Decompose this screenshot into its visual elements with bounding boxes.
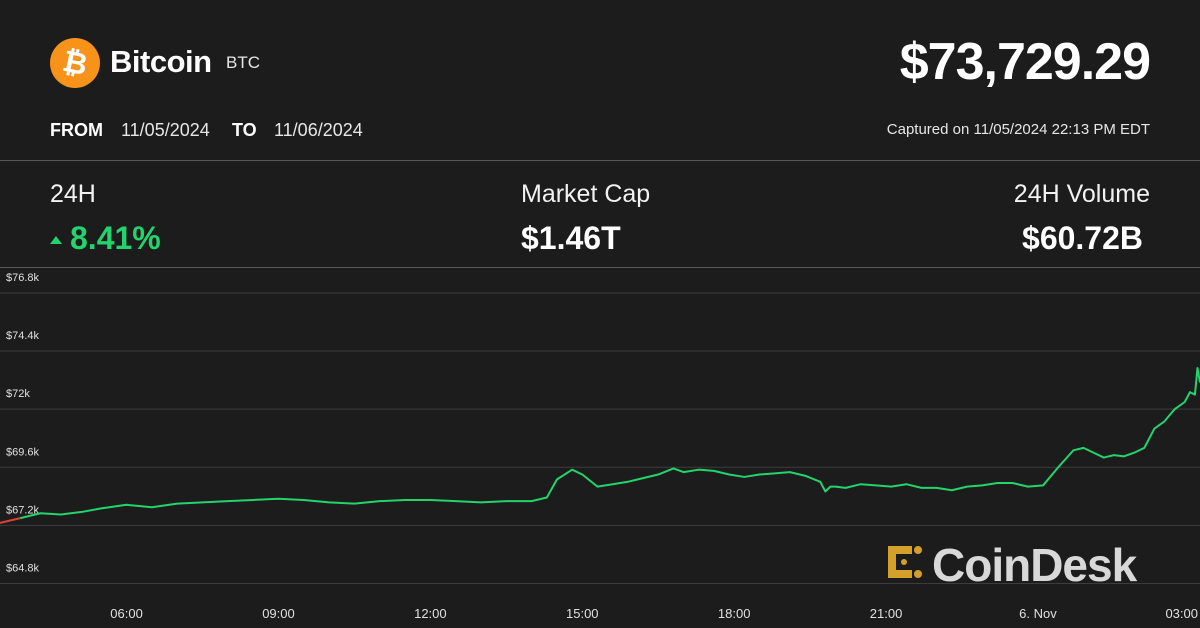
y-tick-label: $74.4k	[6, 330, 40, 342]
price-chart: $64.8k $67.2k $69.6k $72k $74.4k $76.8k 06:00…	[0, 272, 1200, 621]
to-date: 11/06/2024	[274, 120, 363, 140]
volume-label: 24H Volume	[1013, 180, 1150, 208]
to-label: TO	[232, 120, 257, 140]
bitcoin-logo-icon: ₿	[50, 38, 100, 88]
from-date: 11/05/2024	[121, 120, 210, 140]
y-tick-label: $76.8k	[6, 272, 40, 284]
x-tick-label: 18:00	[718, 606, 751, 621]
x-tick-label: 15:00	[566, 606, 599, 621]
change-value: 8.41%	[70, 220, 161, 256]
stats-divider	[0, 267, 1200, 268]
coin-symbol: BTC	[226, 53, 260, 72]
price-line	[20, 367, 1200, 520]
market-cap-value: $1.46T	[521, 220, 621, 256]
x-tick-label: 12:00	[414, 606, 447, 621]
coindesk-wordmark: CoinDesk	[932, 539, 1137, 591]
x-tick-label: 06:00	[110, 606, 143, 621]
x-tick-label: 21:00	[870, 606, 903, 621]
captured-timestamp: Captured on 11/05/2024 22:13 PM EDT	[886, 121, 1150, 138]
header-divider	[0, 160, 1200, 161]
up-arrow-icon	[50, 236, 62, 244]
coin-name: Bitcoin	[110, 44, 212, 79]
price-line-start	[0, 517, 21, 524]
current-price: $73,729.29	[899, 33, 1151, 91]
y-tick-label: $67.2k	[6, 504, 40, 516]
coindesk-logo-icon	[888, 546, 922, 578]
volume-value: $60.72B	[1022, 220, 1143, 256]
change-label: 24H	[50, 180, 96, 208]
x-tick-label: 6. Nov	[1019, 606, 1057, 621]
market-cap-label: Market Cap	[521, 180, 651, 208]
y-tick-label: $64.8k	[6, 562, 40, 574]
x-tick-label: 03:00	[1165, 606, 1198, 621]
x-tick-label: 09:00	[262, 606, 295, 621]
y-tick-label: $72k	[6, 388, 30, 400]
from-label: FROM	[50, 120, 103, 140]
y-tick-label: $69.6k	[6, 446, 40, 458]
